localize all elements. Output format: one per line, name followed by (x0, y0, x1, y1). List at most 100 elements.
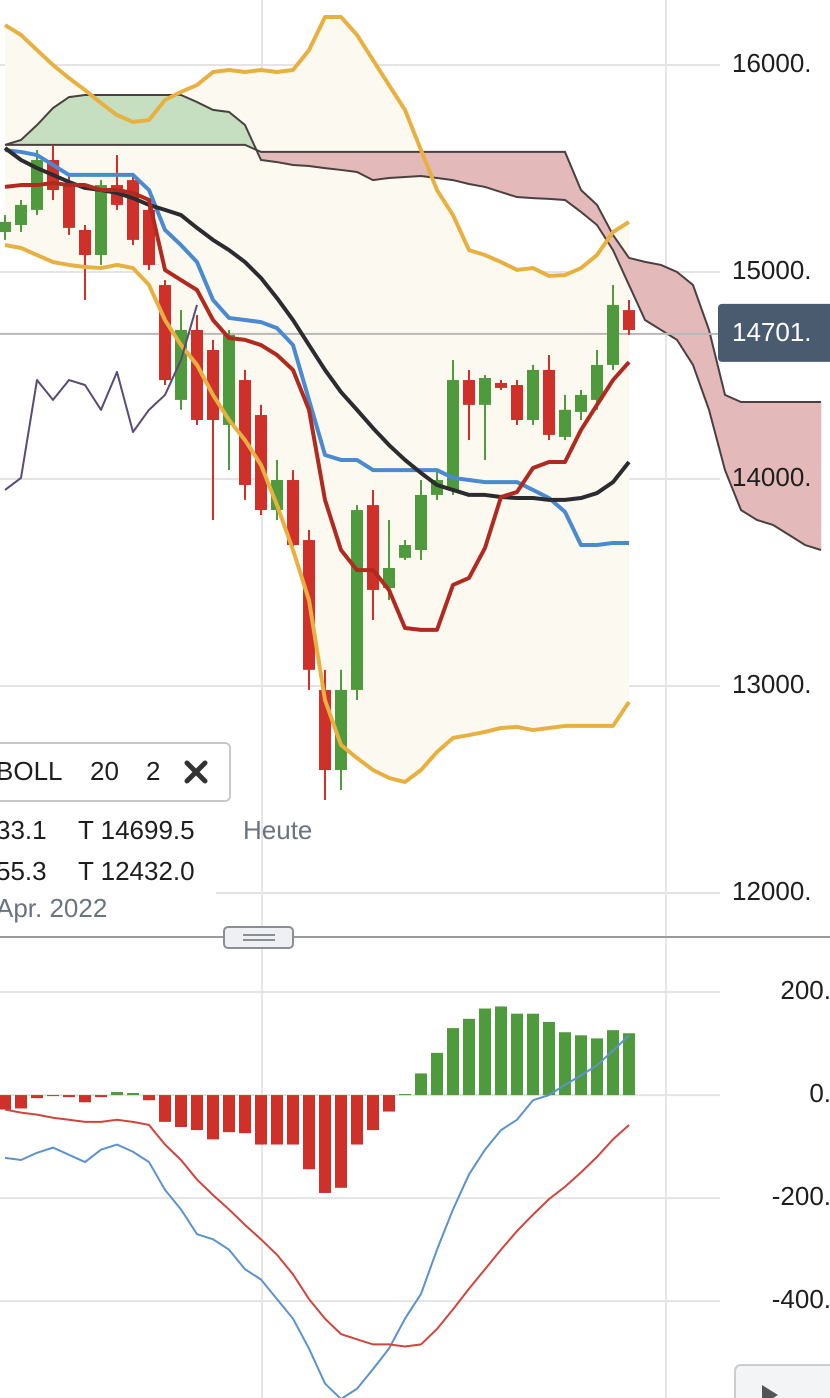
histogram-bar (63, 1095, 75, 1098)
cloud-fill (340, 151, 358, 173)
y-tick-label: 200. (780, 975, 830, 1005)
histogram-bar (399, 1094, 411, 1096)
macd-line (4, 1108, 630, 1348)
histogram-bar (495, 1006, 507, 1096)
histogram-bar (47, 1095, 59, 1097)
candle-body (623, 310, 635, 330)
candle-body (127, 180, 139, 240)
candle-body (159, 285, 171, 381)
candle-body (0, 221, 11, 233)
y-tick-label: -400. (772, 1284, 830, 1314)
candle-body (95, 185, 107, 256)
resize-handle[interactable] (223, 926, 294, 949)
candle-body (591, 364, 603, 400)
candle-body (527, 369, 539, 420)
candle-body (239, 380, 251, 485)
histogram-bar (271, 1095, 283, 1145)
y-tick-label: 16000. (732, 48, 812, 78)
cloud-fill (548, 151, 566, 201)
indicator-line (4, 148, 629, 548)
indicator-chip[interactable]: BOLL 20 2 (0, 742, 231, 802)
candle-body (447, 380, 459, 490)
cloud-edge (4, 94, 822, 551)
cloud-fill (292, 151, 310, 167)
y-tick-label: 15000. (732, 255, 812, 285)
histogram-bar (111, 1091, 123, 1096)
cloud-fill (212, 109, 230, 146)
macd-line (4, 1034, 630, 1398)
candle-body (223, 334, 235, 425)
cloud-fill (68, 94, 86, 146)
last-price-box (718, 303, 830, 362)
histogram-bar (527, 1013, 539, 1096)
indicator-line (4, 304, 198, 491)
candle-body (479, 377, 491, 405)
histogram-bar (383, 1095, 395, 1112)
candle-body (575, 394, 587, 412)
histogram-bar (143, 1095, 155, 1101)
cloud-fill (324, 151, 342, 171)
candle-body (607, 304, 619, 365)
cloud-fill (436, 151, 454, 181)
candle-body (15, 204, 27, 226)
histogram-bar (447, 1028, 459, 1096)
histogram-bar (559, 1032, 571, 1096)
price-panel (0, 14, 822, 894)
candle-body (143, 209, 155, 265)
indicator-line (4, 180, 631, 632)
info-value: T 12432.0 (78, 856, 195, 886)
cloud-fill (468, 151, 486, 188)
histogram-bar (127, 1093, 139, 1096)
band-line (4, 243, 631, 785)
candle-body (463, 380, 475, 405)
y-tick-label: 0. (809, 1078, 830, 1108)
histogram-bar (623, 1033, 635, 1096)
button-box[interactable] (734, 1364, 830, 1398)
histogram-bar (255, 1095, 267, 1145)
play-button[interactable] (734, 1364, 830, 1398)
cloud-fill (516, 151, 534, 199)
histogram-bar (319, 1095, 331, 1193)
axes: 16000. 15000. 14000. 13000. 12000. 14701. 200.… (718, 48, 830, 1314)
cloud-fill (532, 151, 550, 200)
indicator-deviation: 2 (146, 756, 160, 786)
band-line (3, 14, 631, 278)
histogram-bar (191, 1095, 203, 1131)
histogram-bar (95, 1095, 107, 1098)
info-date: Apr. 2022 (0, 893, 107, 923)
cloud-fill (692, 284, 710, 410)
cloud-fill (164, 94, 182, 146)
candle-body (287, 480, 299, 546)
handle-box[interactable] (223, 926, 294, 949)
histogram-bar (239, 1095, 251, 1134)
info-label: Heute (243, 815, 312, 845)
histogram-bar (431, 1052, 443, 1096)
histogram-bar (607, 1030, 619, 1096)
indicator-box[interactable] (0, 742, 231, 802)
histogram-bar (0, 1095, 11, 1110)
histogram-bar (479, 1008, 491, 1096)
last-price-label: 14701. (732, 317, 812, 347)
histogram-bar (575, 1035, 587, 1096)
close-stroke (184, 760, 208, 784)
cloud-fill (388, 151, 406, 179)
histogram-bar (591, 1038, 603, 1096)
y-tick-label: 13000. (732, 669, 812, 699)
cloud-fill (500, 151, 518, 198)
candle-body (495, 382, 507, 388)
candle-body (559, 409, 571, 437)
histogram-bar (15, 1095, 27, 1109)
close-icon[interactable] (184, 760, 208, 784)
histogram-bar (511, 1013, 523, 1096)
candle-body (79, 229, 91, 256)
histogram-bar (415, 1073, 427, 1096)
cloud-fill (180, 94, 198, 146)
y-tick-label: 14000. (732, 462, 812, 492)
histogram-bar (175, 1095, 187, 1128)
macd-panel (0, 991, 720, 1398)
info-value: 55.3 (0, 856, 47, 886)
cloud-edge (5, 143, 821, 403)
info-value: T 14699.5 (78, 815, 195, 845)
candle-body (511, 385, 523, 420)
